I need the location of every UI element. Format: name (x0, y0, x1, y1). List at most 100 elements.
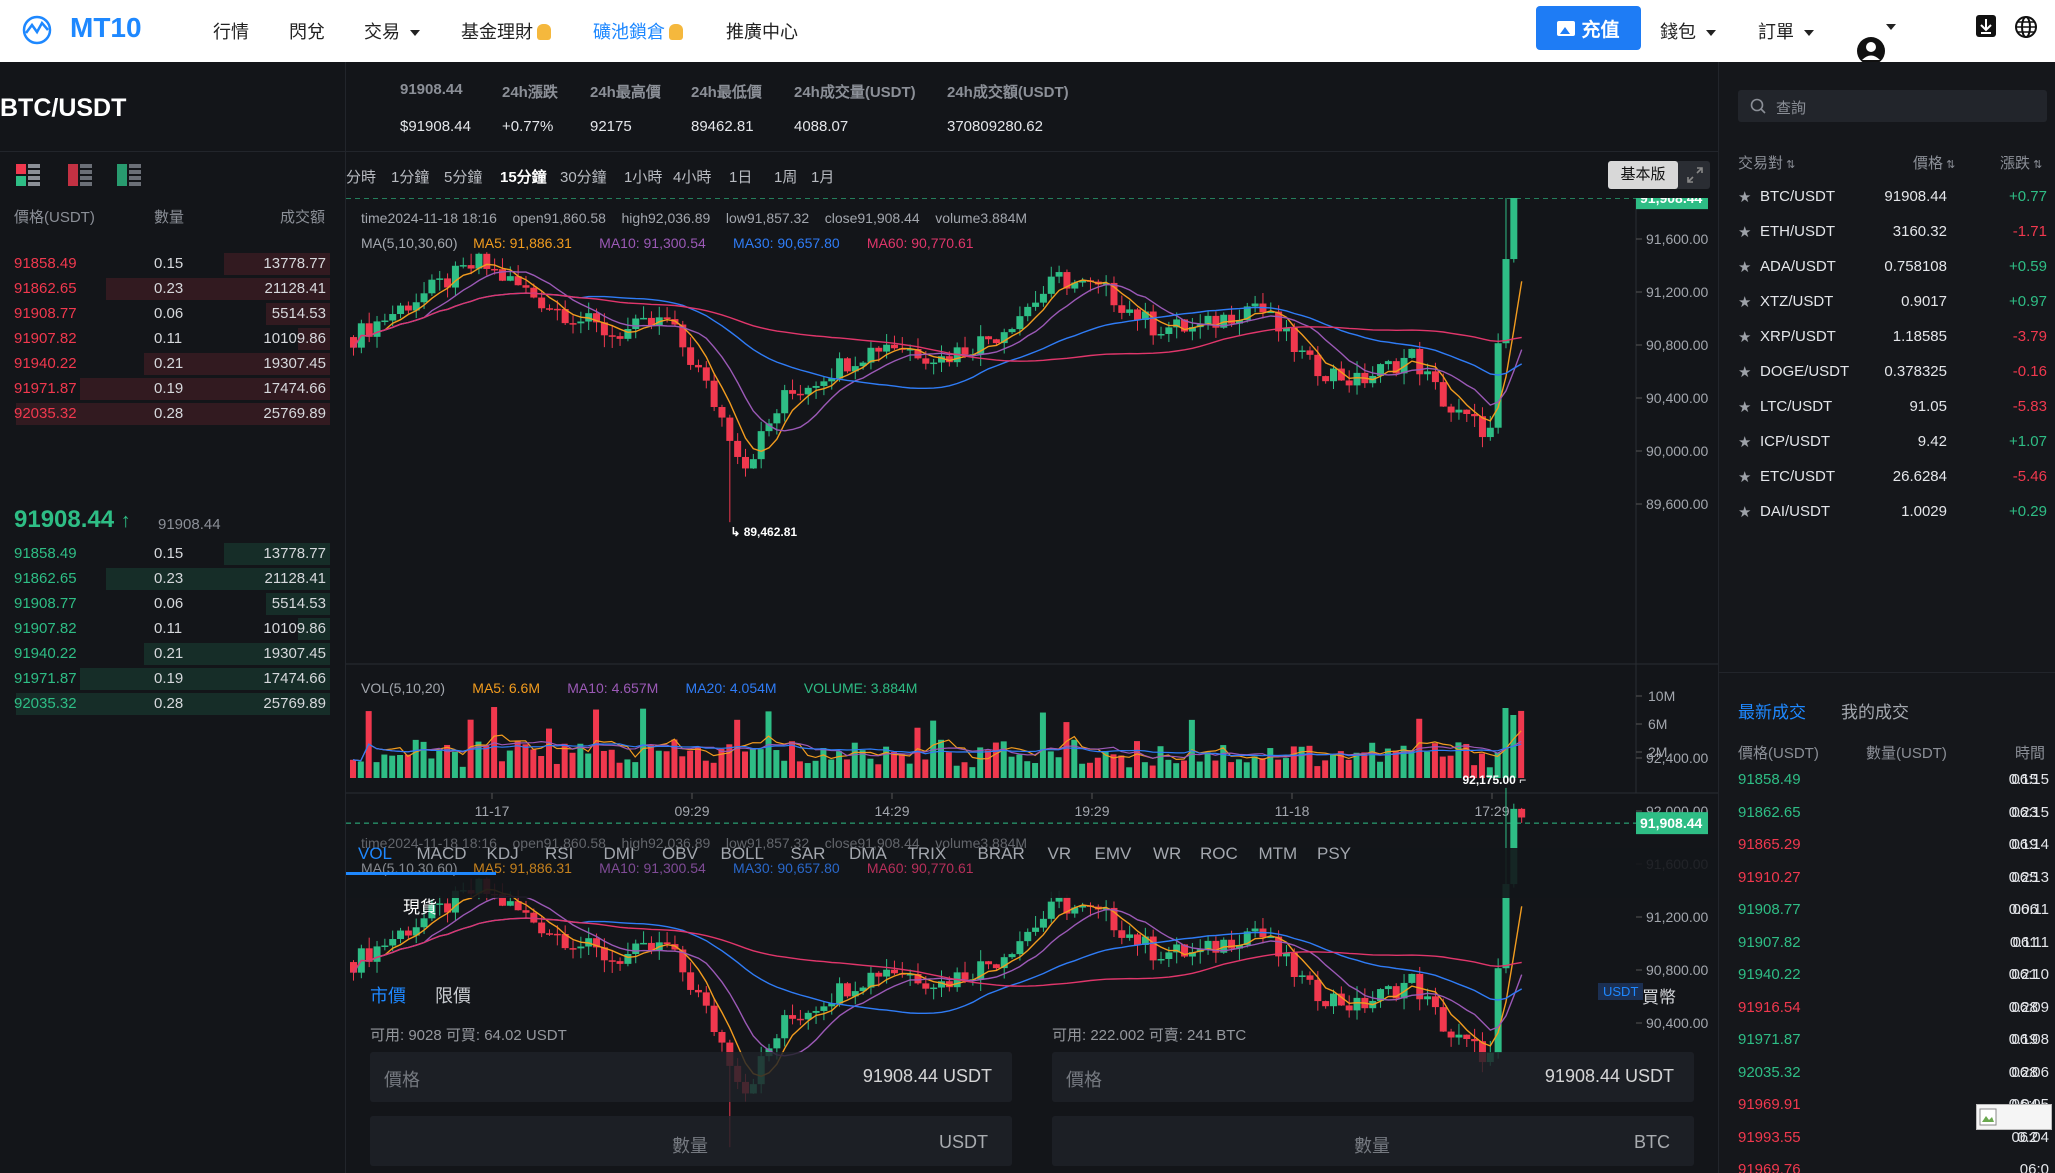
logo-text[interactable]: MT10 (70, 12, 142, 43)
indicator-tab[interactable]: ROC (1200, 844, 1238, 863)
star-icon[interactable]: ★ (1738, 259, 1752, 276)
orderbook-row[interactable]: 91862.65 0.23 21128.41 (0, 277, 346, 302)
order-type-market[interactable]: 市價 (370, 986, 406, 1006)
star-icon[interactable]: ★ (1738, 364, 1752, 381)
sell-amount-field[interactable]: 數量 BTC (1052, 1116, 1694, 1166)
tab-spot[interactable]: 現貨 (403, 898, 437, 917)
pair-row[interactable]: ★ ADA/USDT 0.758108 +0.59 (1738, 250, 2055, 285)
indicator-tab[interactable]: KDJ (486, 844, 519, 863)
orderbook-row[interactable]: 91907.82 0.11 10109.86 (0, 327, 346, 352)
indicator-tab[interactable]: DMA (849, 844, 887, 863)
orderbook-row[interactable]: 92035.32 0.28 25769.89 (0, 692, 346, 717)
timeframe-tab[interactable]: 4小時 (673, 169, 712, 186)
indicator-tab[interactable]: OBV (662, 844, 698, 863)
nav-mining[interactable]: 礦池鎖倉 (593, 18, 683, 44)
pairs-header-price[interactable]: 價格 ⇅ (1913, 152, 1955, 173)
nav-swap[interactable]: 閃兌 (289, 22, 325, 42)
star-icon[interactable]: ★ (1738, 504, 1752, 521)
star-icon[interactable]: ★ (1738, 399, 1752, 416)
sell-unit: BTC (1634, 1132, 1670, 1152)
star-icon[interactable]: ★ (1738, 224, 1752, 241)
timeframe-tab[interactable]: 1小時 (624, 169, 663, 186)
orderbook-row[interactable]: 91858.49 0.15 13778.77 (0, 542, 346, 567)
star-icon[interactable]: ★ (1738, 294, 1752, 311)
indicator-tab[interactable]: MTM (1258, 844, 1298, 863)
download-icon[interactable] (1976, 15, 1996, 37)
pair-row[interactable]: ★ ETH/USDT 3160.32 -1.71 (1738, 215, 2055, 250)
wallet-menu[interactable]: 錢包 (1660, 18, 1716, 44)
timeframe-tab[interactable]: 1周 (774, 169, 798, 186)
pair-row[interactable]: ★ DOGE/USDT 0.378325 -0.16 (1738, 355, 2055, 390)
indicator-tab[interactable]: SAR (790, 844, 826, 863)
timeframe-tab[interactable]: 5分鐘 (444, 169, 483, 186)
pair-row[interactable]: ★ XTZ/USDT 0.9017 +0.97 (1738, 285, 2055, 320)
orderbook-row[interactable]: 91862.65 0.23 21128.41 (0, 567, 346, 592)
indicator-tab[interactable]: VR (1047, 844, 1072, 863)
timeframe-tab[interactable]: 1月 (811, 169, 835, 186)
orderbook-row[interactable]: 92035.32 0.28 25769.89 (0, 402, 346, 427)
pair-row[interactable]: ★ BTC/USDT 91908.44 +0.77 (1738, 180, 2055, 215)
candle-body (836, 983, 844, 1004)
sell-price-field[interactable]: 價格 91908.44 USDT (1052, 1052, 1694, 1102)
orderbook-row[interactable]: 91907.82 0.11 10109.86 (0, 617, 346, 642)
indicator-tab[interactable]: MACD (416, 844, 467, 863)
kline-chart[interactable]: 91,600.00 91,200.00 90,800.00 90,400.00 90,0… (346, 198, 1718, 1173)
basic-version-toggle[interactable]: 基本版 (1608, 161, 1710, 189)
pair-row[interactable]: ★ LTC/USDT 91.05 -5.83 (1738, 390, 2055, 425)
indicator-tab[interactable]: BRAR (977, 844, 1025, 863)
globe-icon[interactable] (2014, 15, 2038, 39)
buy-amount-field[interactable]: 數量 USDT (370, 1116, 1012, 1166)
indicator-tab[interactable]: TRIX (907, 844, 947, 863)
nav-fund[interactable]: 基金理財 (461, 18, 551, 44)
star-icon[interactable]: ★ (1738, 469, 1752, 486)
orderbook-both-icon[interactable] (16, 164, 40, 186)
indicator-tab[interactable]: EMV (1094, 844, 1132, 863)
star-icon[interactable]: ★ (1738, 329, 1752, 346)
orders-menu[interactable]: 訂單 (1758, 18, 1814, 44)
orderbook-row[interactable]: 91940.22 0.21 19307.45 (0, 352, 346, 377)
orderbook-row[interactable]: 91908.77 0.06 5514.53 (0, 592, 346, 617)
indicator-tab[interactable]: PSY (1317, 844, 1352, 863)
orderbook-row[interactable]: 91858.49 0.15 13778.77 (0, 252, 346, 277)
timeframe-tab[interactable]: 分時 (346, 169, 377, 186)
trade-qty: 0.19 (2008, 1031, 2038, 1048)
pairs-header-change[interactable]: 漲跌 ⇅ (2000, 152, 2042, 173)
timeframe-tab[interactable]: 1日 (729, 169, 753, 186)
orderbook-row[interactable]: 91971.87 0.19 17474.66 (0, 667, 346, 692)
orderbook-row[interactable]: 91940.22 0.21 19307.45 (0, 642, 346, 667)
orderbook-row[interactable]: 91908.77 0.06 5514.53 (0, 302, 346, 327)
trade-qty: 0.21 (2008, 966, 2038, 983)
volume-bar (1188, 719, 1195, 778)
pair-row[interactable]: ★ ETC/USDT 26.6284 -5.46 (1738, 460, 2055, 495)
buy-coin-label[interactable]: 買幣 (1642, 988, 1676, 1007)
nav-market[interactable]: 行情 (213, 22, 249, 42)
tab-latest-trades[interactable]: 最新成交 (1738, 703, 1806, 722)
indicator-tab[interactable]: DMI (603, 844, 635, 863)
indicator-tab[interactable]: BOLL (720, 844, 764, 863)
pair-row[interactable]: ★ XRP/USDT 1.18585 -3.79 (1738, 320, 2055, 355)
star-icon[interactable]: ★ (1738, 434, 1752, 451)
orderbook-sell-icon[interactable] (68, 164, 92, 186)
timeframe-tab[interactable]: 1分鐘 (391, 169, 430, 186)
timeframe-tab[interactable]: 15分鐘 (500, 169, 547, 186)
indicator-tab[interactable]: VOL (358, 844, 393, 863)
timeframe-tab[interactable]: 30分鐘 (560, 169, 607, 186)
user-icon[interactable] (1856, 36, 1886, 66)
pair-row[interactable]: ★ ICP/USDT 9.42 +1.07 (1738, 425, 2055, 460)
star-icon[interactable]: ★ (1738, 189, 1752, 206)
orderbook-row[interactable]: 91971.87 0.19 17474.66 (0, 377, 346, 402)
orderbook-buy-icon[interactable] (117, 164, 141, 186)
nav-trade[interactable]: 交易 (364, 18, 420, 44)
tab-my-trades[interactable]: 我的成交 (1841, 703, 1909, 722)
indicator-tab[interactable]: RSI (545, 844, 574, 863)
buy-price-field[interactable]: 價格 91908.44 USDT (370, 1052, 1012, 1102)
nav-referral[interactable]: 推廣中心 (726, 22, 798, 42)
indicator-tab[interactable]: WR (1153, 844, 1182, 863)
pair-search[interactable]: 查詢 (1738, 90, 2047, 122)
recharge-button[interactable]: 充值 (1536, 6, 1641, 50)
pairs-header-pair[interactable]: 交易對 ⇅ (1738, 152, 1795, 173)
order-type-limit[interactable]: 限價 (435, 986, 471, 1006)
pair-row[interactable]: ★ DAI/USDT 1.0029 +0.29 (1738, 495, 2055, 530)
trade-time: 06:15 (2011, 771, 2049, 788)
account-menu[interactable] (1836, 18, 1896, 36)
